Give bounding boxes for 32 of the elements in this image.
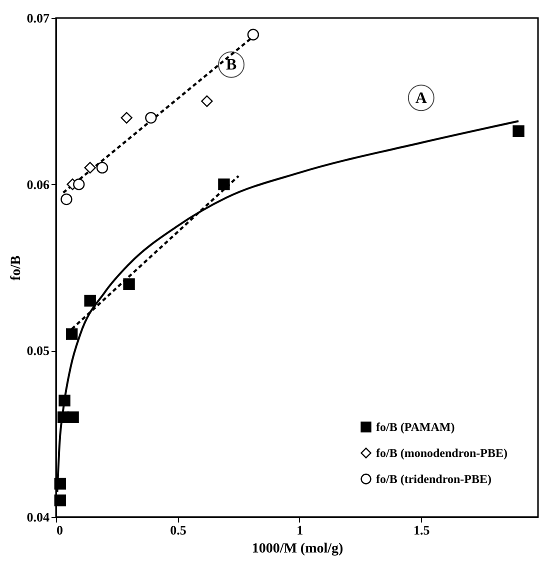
point: [66, 328, 78, 340]
point: [58, 394, 70, 406]
point: [247, 28, 260, 40]
point: [67, 411, 79, 424]
legend-label: fo/B (tridendron-PBE): [376, 472, 492, 486]
point: [54, 494, 66, 506]
point: [201, 95, 213, 108]
point: [73, 178, 85, 190]
point: [218, 178, 230, 190]
annotation: B: [226, 56, 237, 74]
y-tick-label: 0.06: [26, 176, 50, 192]
legend-label: fo/B (monodendron-PBE): [376, 446, 508, 460]
point: [84, 162, 96, 174]
point: [60, 193, 72, 206]
point: [54, 478, 66, 490]
y-tick-label: 0.05: [26, 343, 50, 358]
point: [84, 294, 96, 307]
x-tick-label: 0.5: [170, 522, 187, 538]
y-tick-label: 0.04: [26, 510, 50, 524]
legend-label: fo/B (PAMAM): [376, 420, 455, 434]
point: [120, 112, 132, 124]
point: [145, 112, 157, 124]
x-axis-title: 1000/M (mol/g): [252, 542, 344, 556]
x-tick-label: 0: [56, 522, 63, 538]
x-tick-label: 1.5: [414, 522, 430, 538]
y-axis-title: fo/B: [8, 256, 24, 280]
x-tick-label: 1: [296, 522, 304, 538]
y-tick-label: 0.07: [26, 10, 50, 26]
annotation: A: [415, 90, 428, 107]
point: [123, 278, 135, 290]
point: [512, 125, 524, 137]
point: [96, 162, 108, 174]
